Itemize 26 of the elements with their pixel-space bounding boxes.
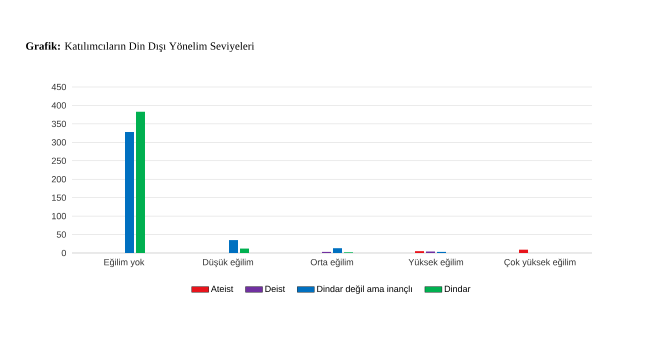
bar [124, 132, 134, 253]
y-tick-label: 400 [52, 102, 66, 109]
legend-label: Dindar değil ama inançlı [317, 285, 412, 294]
x-tick-label: Orta eğilim [310, 258, 354, 268]
legend-label: Ateist [210, 285, 234, 292]
x-tick-label: Düşük eğilim [203, 258, 254, 268]
y-tick-label: 0 [62, 250, 66, 256]
y-tick-label: 100 [52, 212, 66, 220]
legend-label: Deist [265, 285, 286, 292]
y-tick-label: 250 [52, 158, 66, 164]
y-tick-label: 450 [52, 84, 66, 90]
bar [519, 250, 528, 253]
bar [229, 240, 238, 253]
bar [333, 248, 342, 253]
x-tick-label: Eğilim yok [104, 258, 144, 268]
y-tick-label: 300 [52, 139, 66, 146]
y-tick-label: 50 [56, 231, 66, 238]
y-tick-label: 150 [52, 194, 66, 201]
legend-label: Dindar [444, 285, 470, 292]
bar [240, 248, 249, 253]
x-tick-label: Yüksek eğilim [408, 258, 464, 268]
y-tick-label: 350 [52, 120, 66, 128]
x-tick-label: Çok yüksek eğilim [504, 258, 576, 268]
chart-title: Grafik: Katılımcıların Din Dışı Yönelim Seviyeleri [26, 42, 254, 52]
y-tick-label: 200 [52, 176, 66, 182]
bar [136, 112, 145, 253]
